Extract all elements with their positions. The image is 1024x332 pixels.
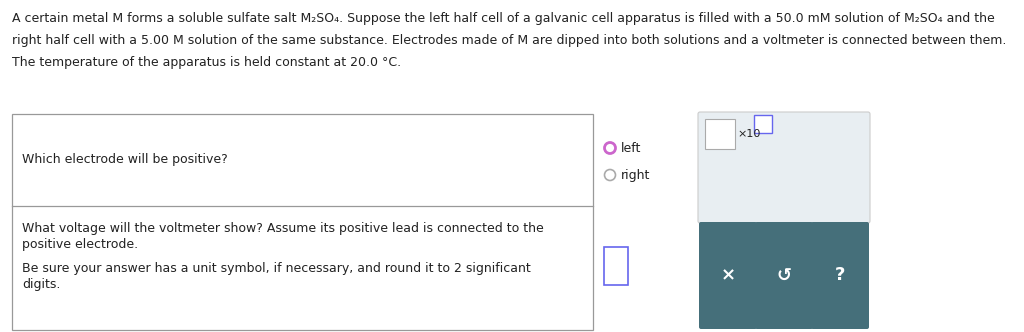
- Text: ↺: ↺: [776, 267, 792, 285]
- Text: ×: ×: [721, 267, 735, 285]
- Text: positive electrode.: positive electrode.: [22, 238, 138, 251]
- Text: What voltage will the voltmeter show? Assume its positive lead is connected to t: What voltage will the voltmeter show? As…: [22, 222, 544, 235]
- FancyBboxPatch shape: [705, 119, 735, 149]
- FancyBboxPatch shape: [755, 222, 813, 329]
- FancyBboxPatch shape: [811, 222, 869, 329]
- Text: right half cell with a 5.00 M solution of the same substance. Electrodes made of: right half cell with a 5.00 M solution o…: [12, 34, 1007, 47]
- Text: ×10: ×10: [737, 129, 761, 139]
- Text: Be sure your answer has a unit symbol, if necessary, and round it to 2 significa: Be sure your answer has a unit symbol, i…: [22, 262, 530, 275]
- Text: Which electrode will be positive?: Which electrode will be positive?: [22, 153, 227, 167]
- FancyBboxPatch shape: [698, 112, 870, 223]
- FancyBboxPatch shape: [604, 247, 628, 285]
- Text: ?: ?: [835, 267, 845, 285]
- Text: The temperature of the apparatus is held constant at 20.0 °C.: The temperature of the apparatus is held…: [12, 56, 401, 69]
- Text: right: right: [621, 169, 650, 182]
- Text: left: left: [621, 141, 641, 154]
- Text: digits.: digits.: [22, 278, 60, 291]
- FancyBboxPatch shape: [754, 115, 772, 133]
- Text: A certain metal M forms a soluble sulfate salt M₂SO₄. Suppose the left half cell: A certain metal M forms a soluble sulfat…: [12, 12, 994, 25]
- FancyBboxPatch shape: [699, 222, 757, 329]
